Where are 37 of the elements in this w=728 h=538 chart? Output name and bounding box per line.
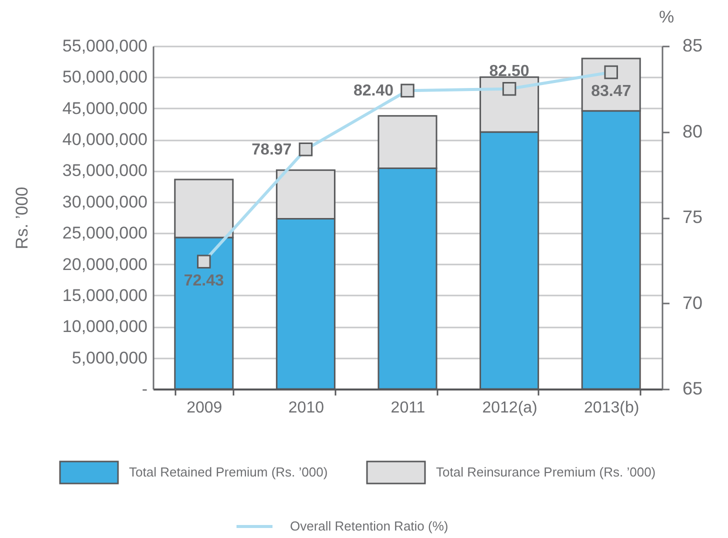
data-label: 82.50	[489, 62, 530, 80]
y-tick-label: 50,000,000	[62, 68, 148, 87]
x-tick-label: 2009	[186, 400, 222, 416]
data-label: 83.47	[591, 83, 632, 100]
point	[604, 65, 618, 80]
y-tick-label: 5,000,000	[72, 348, 148, 368]
y2-tick-label: 80	[682, 121, 703, 142]
data-label: 78.97	[252, 141, 292, 158]
y2-tick-label: 75	[682, 207, 703, 227]
legend-label: Total Reinsurance Premium (Rs. ’000)	[436, 464, 656, 480]
y-tick-label: 35,000,000	[62, 161, 148, 180]
y-tick-label: 15,000,000	[62, 286, 148, 305]
point	[502, 82, 516, 96]
y2-axis-title: %	[658, 8, 674, 26]
legend-label: Overall Retention Ratio (%)	[290, 518, 448, 534]
data-label: 82.40	[353, 82, 394, 100]
y2-tick-label: 85	[682, 36, 703, 56]
y-tick-label: 10,000,000	[62, 317, 148, 336]
y-tick-label: 25,000,000	[62, 224, 148, 243]
point	[400, 84, 414, 98]
y-tick-label: 40,000,000	[62, 130, 148, 150]
y-tick-label: 30,000,000	[62, 192, 148, 212]
y-tick-label: 55,000,000	[62, 36, 148, 56]
x-tick-label: 2012(a)	[482, 400, 538, 416]
y-tick-label: 45,000,000	[62, 98, 148, 118]
y2-tick-label: 65	[682, 378, 703, 398]
x-tick-label: 2010	[288, 400, 324, 416]
y-tick-label: 20,000,000	[62, 254, 148, 274]
point	[298, 142, 313, 156]
x-tick-label: 2013(b)	[584, 400, 640, 416]
point	[197, 254, 211, 268]
legend-label: Total Retained Premium (Rs. ’000)	[129, 464, 328, 480]
x-tick-label: 2011	[390, 400, 426, 416]
y2-tick-label: 70	[682, 292, 703, 313]
y-axis-title: Rs. ’000	[12, 186, 32, 250]
data-label: 72.43	[184, 272, 224, 290]
y-tick-label: -	[142, 380, 148, 398]
